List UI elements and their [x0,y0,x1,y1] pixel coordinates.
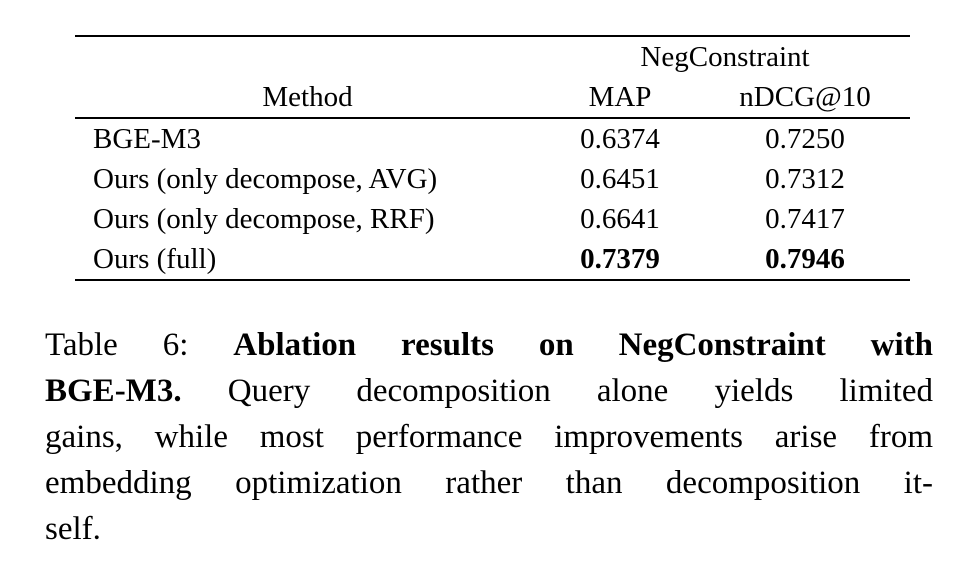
caption-line: Table 6: Ablation results on NegConstrai… [45,322,933,368]
ndcg-value: 0.7250 [765,122,845,155]
table-header: NegConstraint Method MAP nDCG@10 [75,37,910,119]
method-cell: Ours (only decompose, AVG) [93,162,438,195]
table-row: Ours (only decompose, AVG) 0.6451 0.7312 [75,159,910,199]
table-row: Ours (only decompose, RRF) 0.6641 0.7417 [75,199,910,239]
group-header-row: NegConstraint [75,37,910,77]
ndcg-value: 0.7312 [765,162,845,195]
caption-text: embedding optimization rather than decom… [45,465,933,501]
column-header-row: Method MAP nDCG@10 [75,77,910,117]
caption-line: BGE-M3. Query decomposition alone yields… [45,368,933,414]
caption-line: gains, while most performance improvemen… [45,414,933,460]
table-row: BGE-M3 0.6374 0.7250 [75,119,910,159]
caption-bold-text: BGE-M3. [45,373,182,409]
table-caption: Table 6: Ablation results on NegConstrai… [45,322,933,552]
column-header-method: Method [262,80,353,113]
caption-label: Table 6: [45,327,189,363]
map-value: 0.6641 [580,202,660,235]
ndcg-value: 0.7417 [765,202,845,235]
map-value: 0.6374 [580,122,660,155]
column-header-ndcg10: nDCG@10 [739,80,871,113]
method-cell: Ours (only decompose, RRF) [93,202,435,235]
caption-bold-text: Ablation results on NegConstraint with [233,327,934,363]
caption-line: embedding optimization rather than decom… [45,460,933,506]
table-row: Ours (full) 0.7379 0.7946 [75,239,910,279]
caption-text: gains, while most performance improvemen… [45,419,933,455]
results-table: NegConstraint Method MAP nDCG@10 BGE-M3 … [75,35,910,281]
method-cell: Ours (full) [93,242,217,275]
method-cell: BGE-M3 [93,122,201,155]
caption-line: self. [45,506,933,552]
map-value: 0.7379 [580,242,660,275]
caption-text: self. [45,511,101,547]
group-header-negconstraint: NegConstraint [640,40,810,73]
caption-text: Query decomposition alone yields limited [227,373,933,409]
ndcg-value: 0.7946 [765,242,845,275]
map-value: 0.6451 [580,162,660,195]
column-header-map: MAP [588,80,652,113]
table-body: BGE-M3 0.6374 0.7250 Ours (only decompos… [75,119,910,279]
